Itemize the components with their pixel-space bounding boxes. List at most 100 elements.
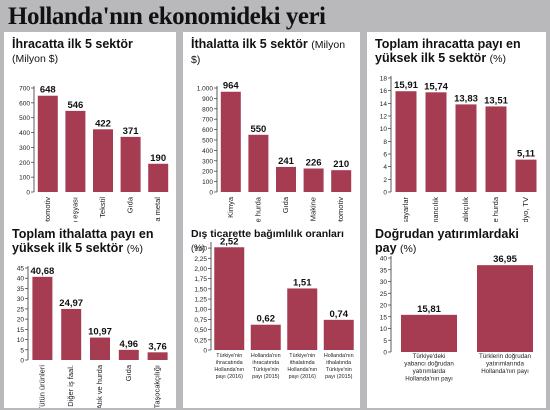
y-tick-label: 1,00 [194,307,207,314]
data-label: 964 [223,81,240,92]
data-label: 2,52 [220,236,239,247]
y-tick-label: 800 [202,106,213,113]
export-share-chart-panel: Toplam ihracatta payı en yüksek ilk 5 se… [367,32,546,222]
data-label: 0,62 [257,314,276,325]
y-tick-label: 2,00 [194,266,207,273]
bar [515,159,537,192]
y-tick-label: 0 [383,190,387,197]
bar [331,170,352,192]
y-tick-label: 40 [17,276,25,283]
y-tick-label: 100 [202,179,213,186]
y-tick-label: 30 [380,279,388,286]
y-tick-label: 400 [202,148,213,155]
y-tick-label: 1,25 [194,297,207,304]
category-label: Otomotiv [336,197,345,222]
export-share-chart: 0 2 4 6 8 10 12 14 16 18 15,91 Bilgisayarlar 15,74 Or… [380,76,537,222]
bar [37,95,58,192]
category-label: Gıda [126,196,135,213]
import-top5-chart-panel: İthalatta ilk 5 sektör (Milyon $) 0 100 20… [183,32,360,222]
chart-title: Toplam ihracatta payı en yüksek ilk 5 se… [375,37,521,65]
data-label: 13,83 [454,93,478,104]
y-tick-label: 500 [19,115,30,122]
data-label: 36,95 [493,254,517,265]
data-label: 15,74 [424,81,448,92]
y-tick-label: 0,50 [194,327,207,334]
category-label: Türkiye'nin ithalatında Hollanda'nın payı (… [287,353,317,380]
category-label: Tütün ürünleri [37,365,46,408]
y-tick-label: 15 [17,327,25,334]
trade-dependency-chart: 0 0,25 0,50 0,75 1,00 1,25 1,50 1,75 2,00 2,25 2,5… [194,236,354,380]
import-share-chart-panel: Toplam ithalatta payı en yüksek ilk 5 se… [4,222,176,408]
chart-title: Doğrudan yatırımlardaki pay (%) [375,227,519,255]
chart-title: İhracatta ilk 5 sektör (Milyon $) [12,37,133,65]
y-tick-label: 10 [380,126,388,133]
chart-title: Dış ticarette bağımlılık oranları (%) [191,228,344,253]
page-title: Hollanda'nın ekonomideki yeri [8,3,326,30]
y-tick-label: 2,25 [194,256,207,263]
bar [477,265,533,352]
category-label: Gıda [281,196,290,213]
y-tick-label: 0,25 [194,337,207,344]
chart-title: Toplam ithalatta payı en yüksek ilk 5 se… [12,227,154,255]
y-tick-label: 0 [383,350,387,357]
data-label: 550 [250,124,266,135]
y-tick-label: 0 [209,190,213,197]
bar [120,136,141,192]
data-label: 5,11 [517,149,536,160]
y-tick-label: 700 [202,117,213,124]
y-tick-label: 14 [380,101,388,108]
category-label: Bilgisayarlar [401,197,410,222]
bar [276,166,296,192]
y-tick-label: 300 [202,158,213,165]
y-tick-label: 5 [383,338,387,345]
y-tick-label: 400 [19,130,30,137]
category-label: Türkiye'deki yabancı doğrudan yatırımlarda… [404,353,454,383]
y-tick-label: 200 [19,160,30,167]
bar [61,308,82,360]
category-label: Ormancılık [431,197,440,222]
data-label: 241 [278,156,295,167]
export-top5-chart-panel: İhracatta ilk 5 sektör (Milyon $) 0 100 20… [4,32,176,222]
category-label: Atık ve hurda [491,196,500,222]
y-tick-label: 10 [380,326,388,333]
data-label: 422 [95,118,111,129]
data-label: 13,51 [484,95,508,106]
category-label: Makine [309,197,318,221]
y-tick-label: 40 [380,256,388,263]
category-label: Giyim eşyası [70,197,79,222]
y-tick-label: 4 [383,164,387,171]
data-label: 1,51 [293,277,312,288]
y-tick-label: 2 [383,177,387,184]
y-tick-label: 30 [17,296,25,303]
y-tick-label: 900 [202,96,213,103]
export-top5-chart: 0 100 200 300 400 500 600 700 648 Otomotiv 546 Giyi… [19,85,169,222]
data-label: 40,68 [31,266,55,277]
bar [65,110,86,192]
y-tick-label: 15 [380,314,388,321]
y-tick-label: 0 [20,358,24,365]
data-label: 226 [306,157,322,168]
y-tick-label: 45 [17,266,25,273]
bar [147,352,168,360]
category-label: Taşocakçılığı [153,365,162,408]
category-label: Türkiye'nin ihracatında Hollanda'nın payı (… [214,353,244,380]
category-label: Radyo, TV [521,197,530,222]
y-tick-label: 100 [19,175,30,182]
y-tick-label: 300 [19,145,30,152]
category-label: Ana metal [153,197,162,222]
category-label: Hollanda'nın ithalatında Türkiye'nin payı (… [324,353,354,380]
y-tick-label: 2,50 [194,246,207,253]
y-tick-label: 700 [19,86,30,93]
y-tick-label: 35 [380,267,388,274]
category-label: Atık ve hurda [253,196,262,222]
data-label: 15,81 [417,304,441,315]
category-label: Diğer iş faal. [66,365,75,407]
bar [401,314,457,352]
bar [303,168,324,192]
bar [395,91,417,192]
bar [248,134,269,192]
bar [323,319,354,350]
y-tick-label: 18 [380,76,388,83]
data-label: 190 [150,153,166,164]
bar [425,92,447,192]
